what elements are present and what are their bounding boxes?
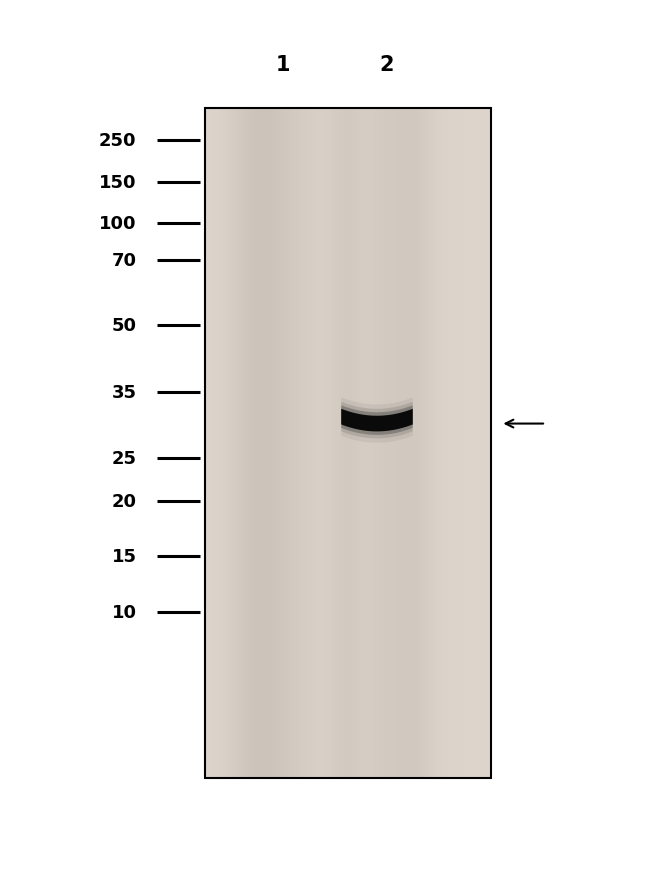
Polygon shape xyxy=(341,409,413,432)
Polygon shape xyxy=(341,402,413,439)
Text: 10: 10 xyxy=(112,604,136,621)
Text: 1: 1 xyxy=(276,56,290,75)
Text: 70: 70 xyxy=(112,252,136,269)
Text: 25: 25 xyxy=(112,450,136,468)
Text: 50: 50 xyxy=(112,317,136,335)
Text: 35: 35 xyxy=(112,384,136,401)
Text: 100: 100 xyxy=(99,216,136,233)
Text: 15: 15 xyxy=(112,547,136,565)
Text: 2: 2 xyxy=(380,56,394,75)
Text: 150: 150 xyxy=(99,174,136,191)
Polygon shape xyxy=(341,398,413,443)
Bar xyxy=(205,109,491,778)
Text: 20: 20 xyxy=(112,493,136,510)
Text: 250: 250 xyxy=(99,132,136,149)
Polygon shape xyxy=(341,406,413,435)
